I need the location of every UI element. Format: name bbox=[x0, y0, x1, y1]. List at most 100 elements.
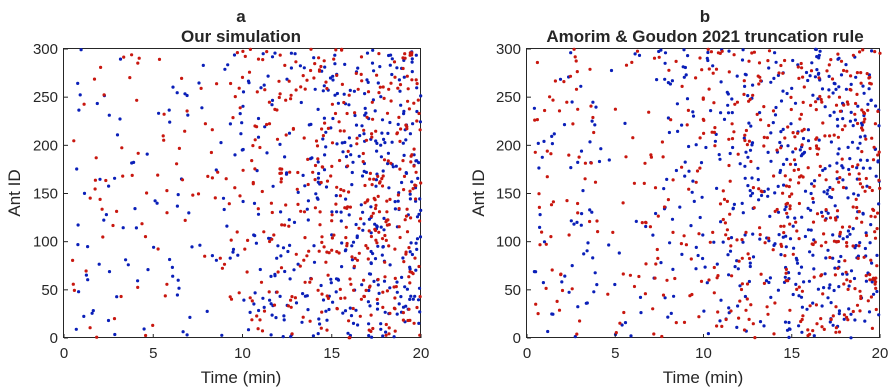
data-point bbox=[833, 273, 838, 277]
data-point bbox=[121, 174, 125, 178]
data-point bbox=[325, 328, 329, 332]
data-point bbox=[257, 308, 261, 313]
data-point bbox=[855, 303, 860, 307]
data-point bbox=[71, 282, 75, 286]
data-point bbox=[388, 120, 392, 125]
data-point bbox=[256, 207, 260, 211]
data-point bbox=[352, 89, 356, 93]
data-point bbox=[142, 327, 146, 331]
data-point bbox=[305, 78, 309, 82]
data-point bbox=[698, 136, 702, 140]
data-point bbox=[815, 152, 820, 156]
data-point bbox=[352, 288, 356, 292]
data-point bbox=[410, 180, 414, 184]
data-point bbox=[820, 100, 824, 104]
data-point bbox=[868, 81, 872, 85]
data-point bbox=[300, 320, 304, 324]
data-point bbox=[322, 245, 326, 249]
data-point bbox=[407, 107, 411, 111]
data-point bbox=[795, 261, 800, 265]
data-point bbox=[582, 252, 586, 256]
panel-a-y-axis-label: Ant ID bbox=[5, 169, 24, 216]
data-point bbox=[359, 72, 363, 76]
data-point bbox=[243, 54, 247, 59]
data-point bbox=[277, 79, 281, 83]
panel-a-letter: a bbox=[236, 7, 246, 26]
data-point bbox=[842, 313, 847, 317]
data-point bbox=[417, 264, 421, 269]
data-point bbox=[322, 84, 326, 88]
data-point bbox=[680, 165, 684, 169]
data-point bbox=[813, 75, 818, 79]
data-point bbox=[614, 331, 618, 335]
data-point bbox=[569, 219, 573, 223]
data-point bbox=[347, 190, 351, 194]
data-point bbox=[340, 47, 344, 52]
data-point bbox=[335, 73, 339, 77]
data-point bbox=[347, 213, 351, 217]
data-point bbox=[743, 84, 747, 88]
data-point bbox=[822, 190, 826, 194]
data-point bbox=[388, 286, 392, 290]
data-point bbox=[861, 48, 865, 52]
data-point bbox=[289, 298, 293, 302]
data-point bbox=[706, 332, 711, 336]
data-point bbox=[279, 210, 283, 214]
data-point bbox=[291, 126, 295, 131]
data-point bbox=[758, 111, 762, 115]
data-point bbox=[611, 230, 615, 234]
data-point bbox=[250, 318, 254, 322]
data-point bbox=[281, 335, 285, 339]
data-point bbox=[811, 196, 815, 201]
data-point bbox=[560, 288, 565, 293]
data-point bbox=[157, 57, 162, 62]
data-point bbox=[379, 143, 383, 147]
data-point bbox=[253, 234, 257, 238]
data-point bbox=[818, 94, 822, 99]
data-point bbox=[694, 76, 698, 80]
data-point bbox=[783, 275, 787, 279]
data-point bbox=[171, 85, 175, 89]
data-point bbox=[827, 286, 831, 290]
data-point bbox=[781, 89, 785, 93]
data-point bbox=[800, 143, 804, 147]
data-point bbox=[130, 173, 134, 177]
data-point bbox=[756, 74, 760, 78]
data-point bbox=[814, 100, 818, 104]
data-point bbox=[298, 64, 302, 68]
data-point bbox=[325, 86, 329, 91]
x-tick-label: 15 bbox=[323, 345, 340, 362]
data-point bbox=[752, 50, 757, 54]
data-point bbox=[864, 231, 868, 235]
data-point bbox=[380, 253, 384, 257]
data-point bbox=[252, 302, 256, 306]
data-point bbox=[320, 127, 324, 131]
data-point bbox=[414, 184, 418, 188]
data-point bbox=[594, 105, 598, 109]
data-point bbox=[88, 326, 92, 330]
data-point bbox=[797, 294, 801, 298]
data-point bbox=[388, 63, 392, 67]
data-point bbox=[841, 185, 846, 190]
data-point bbox=[104, 213, 108, 217]
data-point bbox=[384, 322, 388, 327]
data-point bbox=[289, 335, 293, 339]
data-point bbox=[828, 283, 832, 287]
data-point bbox=[93, 178, 97, 182]
data-point bbox=[837, 309, 842, 313]
data-point bbox=[386, 131, 390, 135]
data-point bbox=[849, 312, 853, 316]
data-point bbox=[773, 51, 777, 55]
data-point bbox=[599, 147, 603, 151]
data-point bbox=[375, 297, 379, 301]
data-point bbox=[362, 222, 366, 226]
data-point bbox=[766, 150, 770, 154]
data-point bbox=[779, 99, 784, 103]
data-point bbox=[788, 178, 792, 182]
data-point bbox=[785, 211, 789, 215]
data-point bbox=[647, 110, 651, 114]
data-point bbox=[669, 311, 673, 315]
data-point bbox=[382, 279, 387, 283]
data-point bbox=[839, 254, 843, 259]
data-point bbox=[272, 303, 277, 307]
